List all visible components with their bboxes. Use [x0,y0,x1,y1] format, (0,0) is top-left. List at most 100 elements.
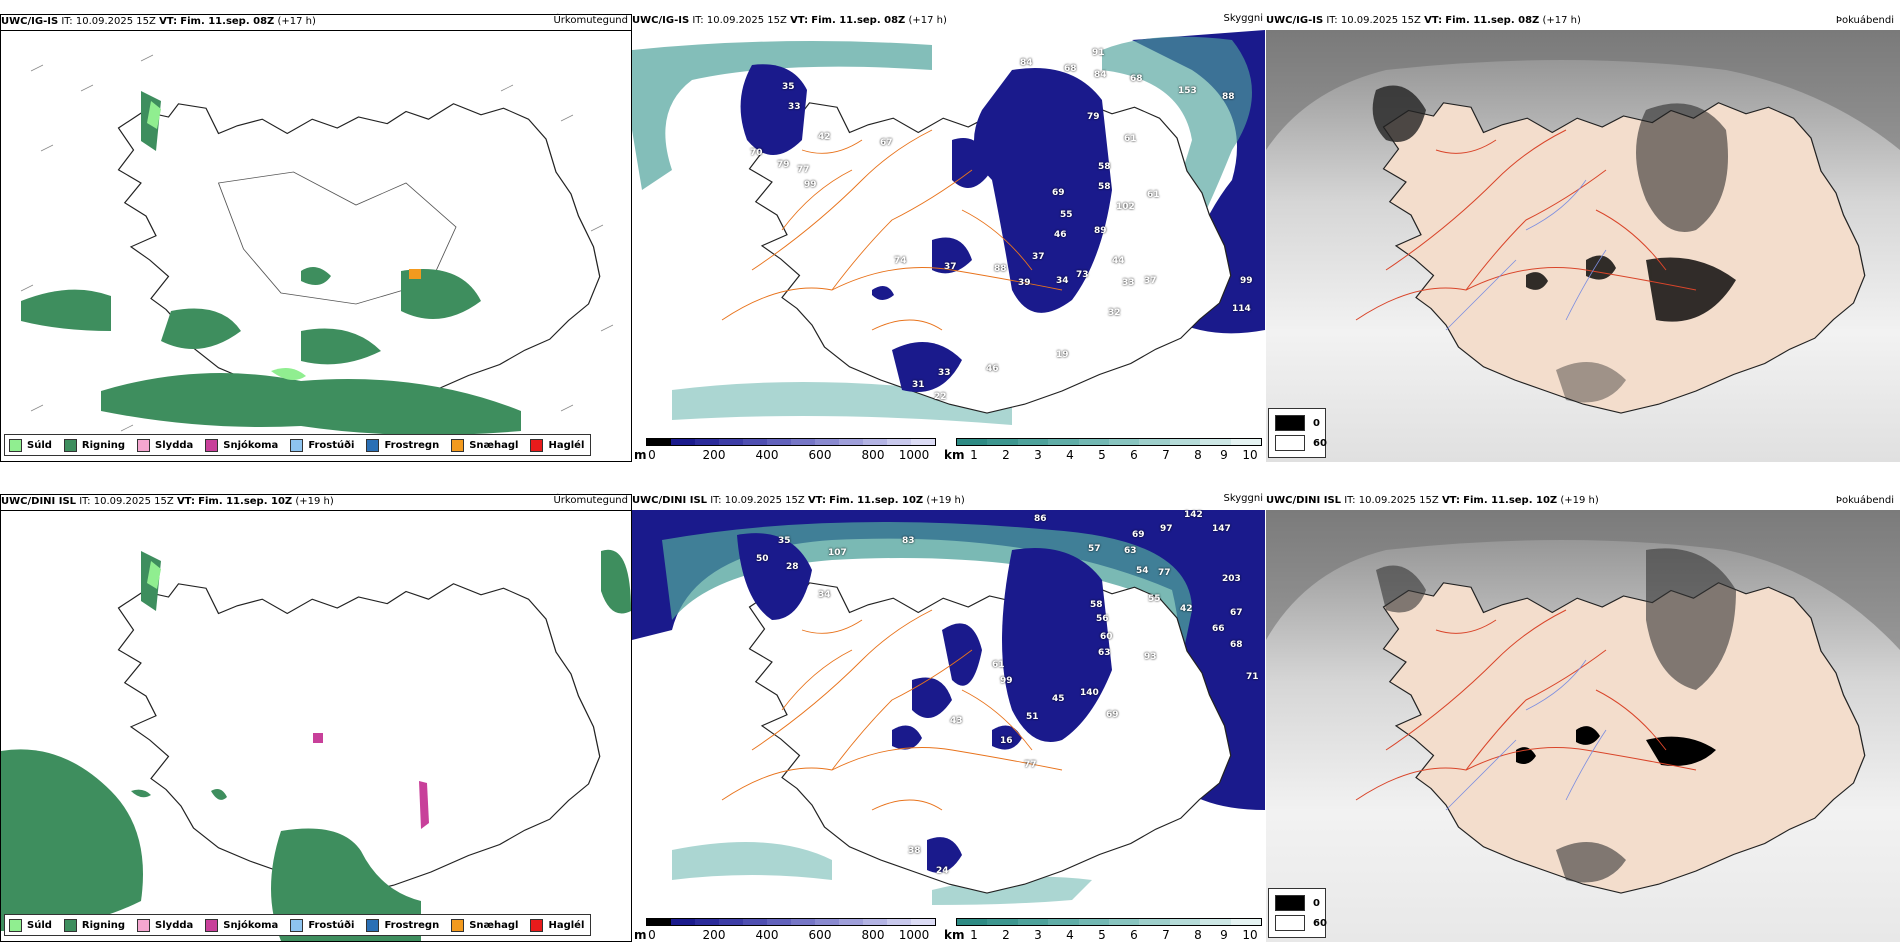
cloud-label: 50 [756,554,769,564]
model-name: UWC/IG-IS [632,15,690,26]
fog-title: Þokuábendi [1835,15,1894,26]
cloud-label: 33 [788,102,801,112]
cloud-label: 58 [1098,182,1111,192]
colorbar-tick: 2 [1002,928,1010,942]
legend-swatch [63,918,77,932]
cloud-label: 68 [1230,640,1243,650]
it-label: IT: [1344,495,1356,506]
colorbar-tick: 2 [1002,448,1010,462]
precip-legend-0: Súld Rigning Slydda Snjókoma Frostúði Fr… [4,434,592,456]
colorbar-unit: m [634,928,647,942]
legend-swatch [9,438,22,452]
it-label: IT: [1326,15,1338,26]
legend-item-frostudi: Frostúði [290,918,354,932]
colorbar-unit: m [634,448,647,462]
colorbar-tick: 600 [808,928,832,942]
cloud-header-0: UWC/IG-IS IT: 10.09.2025 15Z VT: Fim. 11… [632,14,1232,30]
cloud-label: 51 [1026,712,1039,722]
cloud-label: 34 [818,590,831,600]
cloud-label: 38 [908,846,921,856]
precip-panel-0: UWC/IG-IS IT: 10.09.2025 15Z VT: Fim. 11… [0,14,632,462]
vt-value: Fim. 11.sep. 10Z [1463,495,1558,506]
cloud-label: 69 [1052,188,1065,198]
legend-item-snaehagl: Snæhagl [451,438,518,452]
colorbar-tick: 400 [755,928,779,942]
legend-swatch [137,438,151,452]
legend-label: Rigning [81,919,126,931]
legend-label: Slydda [155,919,194,931]
precip-map-0 [0,30,632,462]
cloud-label: 88 [1222,92,1235,102]
cloud-label: 60 [1100,632,1113,642]
vt-value: Fim. 11.sep. 10Z [829,495,924,506]
cloud-panel-0: UWC/IG-IS IT: 10.09.2025 15Z VT: Fim. 11… [632,13,1265,462]
cloud-label: 93 [1144,652,1157,662]
precip-map-svg [1,549,631,941]
fog-header-0: UWC/IG-IS IT: 10.09.2025 15Z VT: Fim. 11… [1266,14,1900,30]
cloud-label: 68 [1130,74,1143,84]
fog-legend-1: 0 60 [1268,888,1327,938]
colorbar-tick: 9 [1220,928,1228,942]
cloud-label: 28 [786,562,799,572]
cloud-label: 35 [782,82,795,92]
precip-title: Úrkomutegund [553,495,628,506]
cloud-label: 67 [1230,608,1243,618]
cloud-label: 61 [992,660,1005,670]
colorbar-tick: 10 [1242,448,1258,462]
fog-legend-value: 60 [1313,437,1327,449]
colorbar-tick: 0 [648,448,656,462]
fog-legend-row: 0 [1275,415,1320,431]
cloud-label: 46 [1054,230,1067,240]
cloud-label: 33 [1122,278,1135,288]
colorbar-tick: 6 [1130,928,1138,942]
cloud-label: 37 [944,262,957,272]
fog-legend-row: 60 [1275,435,1327,451]
colorbar-tick: 7 [1162,448,1170,462]
cloud-label: 22 [934,392,947,402]
cloud-label: 77 [1024,760,1037,770]
vt-label: VT: [807,495,826,506]
cloud-label: 99 [1240,276,1253,286]
colorbar-tick: 200 [702,448,726,462]
colorbar-tick: 8 [1194,928,1202,942]
precip-panel-1: UWC/DINI ISL IT: 10.09.2025 15Z VT: Fim.… [0,494,632,942]
fog-legend-0: 0 60 [1268,408,1327,458]
cloud-label: 66 [1212,624,1225,634]
cloud-label: 89 [1094,226,1107,236]
cloud-header-1: UWC/DINI ISL IT: 10.09.2025 15Z VT: Fim.… [632,494,1232,510]
cloud-label: 74 [894,256,907,266]
colorbar-tick: 3 [1034,928,1042,942]
cloud-label: 44 [1112,256,1125,266]
cloud-label: 34 [1056,276,1069,286]
cloud-label: 55 [1060,210,1073,220]
colorbar-tick: 5 [1098,928,1106,942]
cloud-label: 99 [1000,676,1013,686]
cloud-label: 39 [1018,278,1031,288]
legend-swatch [137,918,151,932]
cloud-label: 37 [1144,276,1157,286]
colorbar-tick: 800 [861,448,885,462]
cloud-label: 32 [1108,308,1121,318]
cloud-label: 61 [1147,190,1160,200]
cloud-map-0: 35 33 42 70 79 77 99 67 84 68 84 68 91 1… [632,30,1265,430]
colorbar-tick: 3 [1034,448,1042,462]
fog-panel-0: UWC/IG-IS IT: 10.09.2025 15Z VT: Fim. 11… [1266,14,1900,462]
legend-label: Frostregn [384,439,440,451]
legend-swatch [366,918,380,932]
cloud-label: 35 [778,536,791,546]
legend-item-frostregn: Frostregn [366,438,440,452]
colorbar-tick: 4 [1066,928,1074,942]
legend-label: Haglél [548,439,585,451]
legend-swatch [451,918,465,932]
colorbar-tick: 10 [1242,928,1258,942]
colorbar-tick: 1000 [898,448,930,462]
legend-label: Frostregn [384,919,440,931]
colorbar-tick: 6 [1130,448,1138,462]
cloud-label: 37 [1032,252,1045,262]
precip-legend-1: Súld Rigning Slydda Snjókoma Frostúði Fr… [4,914,592,936]
fog-legend-row: 0 [1275,895,1320,911]
fog-title: Þokuábendi [1835,495,1894,506]
vt-label: VT: [1424,15,1443,26]
fog-legend-value: 0 [1313,897,1320,909]
fog-legend-value: 0 [1313,417,1320,429]
